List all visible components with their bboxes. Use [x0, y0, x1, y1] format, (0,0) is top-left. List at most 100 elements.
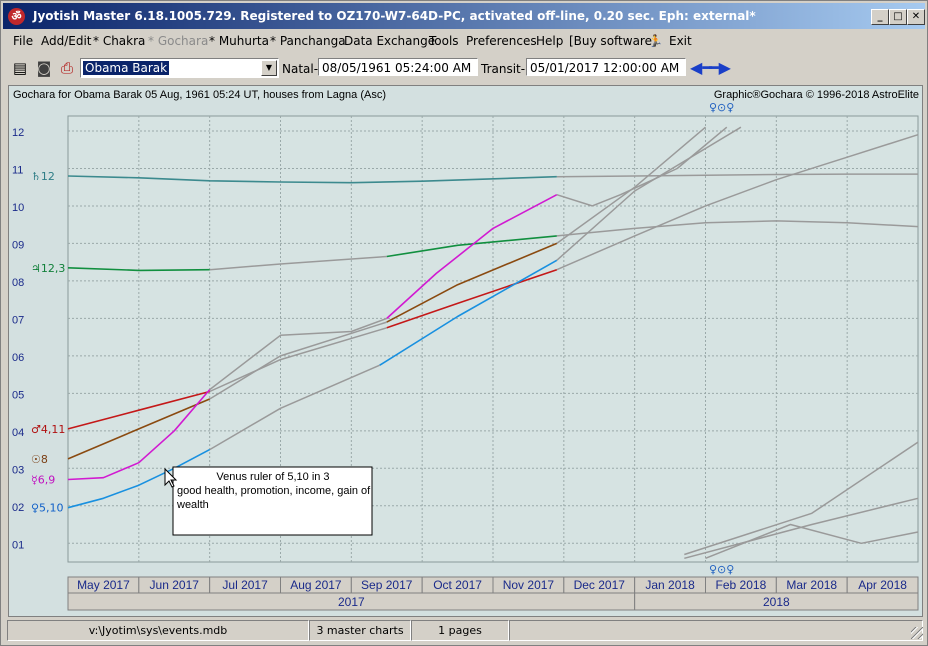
menu-exit[interactable]: Exit: [669, 34, 692, 48]
planet-transit-line: [386, 193, 558, 319]
month-label: Feb 2018: [716, 578, 767, 592]
grey-transit-line: [684, 441, 919, 556]
planet-transit-line: [386, 268, 558, 329]
month-label: Mar 2018: [786, 578, 837, 592]
bottom-planet-symbols: ♀⊙♀: [709, 563, 734, 576]
top-planet-symbols: ♀⊙♀: [709, 101, 734, 114]
planet-transit-line: [386, 242, 558, 323]
y-tick-label: 03: [12, 464, 24, 476]
grey-transit-line: [705, 523, 919, 559]
y-tick-label: 05: [12, 389, 24, 401]
status-bar: v:\Jyotim\sys\events.mdb 3 master charts…: [3, 619, 925, 641]
month-label: Dec 2017: [574, 578, 626, 592]
y-tick-label: 06: [12, 352, 24, 364]
planet-transit-line: [67, 389, 211, 481]
close-button[interactable]: ✕: [907, 9, 925, 25]
y-tick-label: 04: [12, 427, 24, 439]
planet-label: ☉8: [31, 453, 48, 466]
month-label: May 2017: [77, 578, 130, 592]
maximize-button[interactable]: □: [889, 9, 907, 25]
natal-date-field[interactable]: 08/05/1961 05:24:00 AM: [318, 58, 478, 76]
window-title: Jyotish Master 6.18.1005.729. Registered…: [33, 9, 756, 23]
y-tick-label: 10: [12, 202, 24, 214]
chart-header-left: Gochara for Obama Barak 05 Aug, 1961 05:…: [13, 89, 386, 101]
year-label: 2018: [763, 595, 790, 609]
menu-preferences[interactable]: Preferences: [466, 34, 537, 48]
planet-label: ♄12: [31, 170, 55, 183]
tooltip-box: [172, 466, 373, 536]
planet-transit-line: [67, 175, 557, 184]
arrow-left-icon[interactable]: ◀━: [690, 58, 712, 77]
menu-chakra[interactable]: * Chakra: [93, 34, 146, 48]
transit-date-field[interactable]: 05/01/2017 12:00:00 AM: [526, 58, 686, 76]
year-label: 2017: [338, 595, 365, 609]
planet-label: ♀5,10: [31, 502, 64, 515]
menu-panchanga[interactable]: * Panchanga: [270, 34, 346, 48]
menu-help[interactable]: Help: [536, 34, 564, 48]
menu-add-edit[interactable]: Add/Edit: [41, 34, 92, 48]
om-icon[interactable]: ॐ: [8, 8, 25, 25]
menu-gochara[interactable]: * Gochara: [148, 34, 209, 48]
y-tick-label: 11: [12, 164, 23, 176]
month-label: Apr 2018: [858, 578, 907, 592]
planet-transit-line: [379, 259, 558, 366]
planet-transit-line: [67, 448, 211, 509]
y-tick-label: 07: [12, 314, 24, 326]
chart-select-value: Obama Barak: [83, 61, 170, 75]
camera-icon[interactable]: ◙: [36, 59, 52, 77]
planet-label: ♂4,11: [31, 423, 65, 436]
transit-label: Transit->: [481, 62, 536, 76]
grey-transit-line: [209, 327, 388, 393]
y-tick-label: 09: [12, 239, 24, 251]
natal-label: Natal->: [282, 62, 329, 76]
gochara-chart: Gochara for Obama Barak 05 Aug, 1961 05:…: [8, 85, 923, 617]
chart-canvas: Gochara for Obama Barak 05 Aug, 1961 05:…: [12, 89, 919, 611]
planet-transit-line: [67, 267, 210, 272]
month-label: Jun 2017: [150, 578, 200, 592]
grey-transit-line: [209, 321, 388, 400]
save-icon[interactable]: ▤: [12, 59, 28, 77]
toolbar: ▤ ◙ ⎙ Obama Barak ▼ Natal-> 08/05/1961 0…: [3, 55, 925, 83]
y-tick-label: 12: [12, 127, 24, 139]
status-path: v:\Jyotim\sys\events.mdb: [7, 620, 309, 641]
status-pages: 1 pages: [411, 620, 509, 641]
month-label: Jan 2018: [645, 578, 695, 592]
grey-transit-line: [556, 220, 919, 237]
planet-transit-line: [67, 398, 211, 460]
grey-transit-line: [556, 133, 919, 271]
chart-select[interactable]: Obama Barak ▼: [80, 58, 279, 78]
status-empty: [509, 620, 923, 641]
grey-transit-line: [556, 126, 742, 261]
y-tick-label: 01: [12, 539, 24, 551]
title-bar: ॐ Jyotish Master 6.18.1005.729. Register…: [3, 3, 925, 29]
chart-header-right: Graphic®Gochara © 1996-2018 AstroElite: [714, 89, 919, 101]
month-label: Sep 2017: [361, 578, 413, 592]
planet-transit-line: [386, 235, 557, 258]
grey-transit-line: [209, 255, 387, 271]
grey-transit-line: [209, 317, 388, 391]
grey-transit-line: [556, 126, 706, 245]
menu-data-exchange[interactable]: Data Exchange: [344, 34, 436, 48]
year-cell: [634, 592, 919, 611]
grey-transit-line: [209, 364, 380, 451]
grey-transit-line: [684, 497, 919, 560]
planet-transit-line: [67, 390, 210, 430]
menu-buy-software[interactable]: [Buy software]: [569, 34, 657, 48]
minimize-button[interactable]: _: [871, 9, 889, 25]
month-label: Jul 2017: [222, 578, 268, 592]
menu-bar: File Add/Edit * Chakra * Gochara * Muhur…: [3, 31, 925, 51]
menu-file[interactable]: File: [13, 34, 34, 48]
tooltip-line2: good health, promotion, income, gain of: [177, 485, 371, 497]
arrow-right-icon[interactable]: ━▶: [709, 58, 731, 77]
month-label: Oct 2017: [433, 578, 482, 592]
status-charts: 3 master charts: [309, 620, 411, 641]
menu-tools[interactable]: Tools: [429, 34, 459, 48]
running-man-icon[interactable]: 🏃: [648, 34, 663, 48]
tooltip-line1: Venus ruler of 5,10 in 3: [216, 471, 329, 483]
printer-icon[interactable]: ⎙: [60, 59, 73, 77]
menu-muhurta[interactable]: * Muhurta: [209, 34, 269, 48]
resize-grip[interactable]: [911, 627, 923, 639]
planet-label: ♃12,3: [31, 262, 65, 275]
chevron-down-icon[interactable]: ▼: [261, 60, 277, 76]
